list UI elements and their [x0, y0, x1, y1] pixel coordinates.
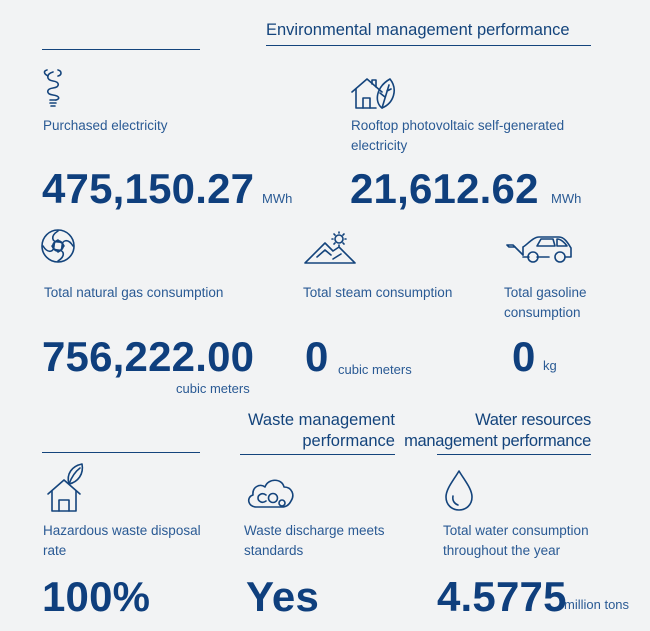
water-header-line1: Water resources [475, 411, 591, 429]
natural-gas-unit: cubic meters [176, 381, 250, 396]
natural-gas-label: Total natural gas consumption [44, 285, 224, 300]
environmental-header: Environmental management performance [266, 21, 570, 39]
house-plant-icon [44, 462, 88, 514]
waste-header: Waste management performance [220, 410, 395, 452]
divider-environmental [266, 45, 591, 46]
waste-discharge-label: Waste discharge meets standards [244, 523, 385, 558]
water-header: Water resources management performance [390, 410, 591, 452]
purchased-electricity-value: 475,150.27 [42, 165, 255, 212]
purchased-electricity-unit: MWh [262, 191, 293, 206]
rooftop-pv-value: 21,612.62 [350, 165, 539, 212]
gasoline-label: Total gasoline consumption [504, 285, 587, 320]
water-consumption-label: Total water consumption throughout the y… [443, 523, 589, 558]
natural-gas-value: 756,222.00 [42, 333, 255, 380]
divider-mid-left [42, 452, 200, 453]
waste-discharge-value: Yes [246, 573, 320, 620]
hazardous-waste-value: 100% [42, 573, 151, 620]
water-header-line2: management performance [404, 432, 591, 450]
divider-top-left [42, 49, 200, 50]
steam-value: 0 [305, 333, 329, 380]
co2-cloud-icon [244, 475, 296, 511]
water-drop-icon [443, 469, 475, 513]
lightbulb-icon [38, 68, 68, 110]
steam-label: Total steam consumption [303, 285, 453, 300]
gasoline-value: 0 [512, 333, 536, 380]
waste-header-line2: performance [302, 432, 395, 450]
gas-flame-icon [40, 228, 76, 264]
water-consumption-unit: million tons [564, 597, 630, 612]
rooftop-pv-label: Rooftop photovoltaic self-generated elec… [351, 118, 565, 153]
gasoline-unit: kg [543, 358, 557, 373]
rooftop-pv-unit: MWh [551, 191, 582, 206]
divider-water [437, 454, 591, 455]
house-leaf-icon [350, 75, 400, 113]
divider-waste [240, 454, 395, 455]
water-consumption-value: 4.5775 [437, 573, 567, 620]
steam-unit: cubic meters [338, 362, 412, 377]
purchased-electricity-label: Purchased electricity [43, 118, 168, 133]
steam-mountain-icon [303, 230, 359, 266]
car-icon [505, 233, 575, 265]
waste-header-line1: Waste management [247, 411, 395, 429]
hazardous-waste-label: Hazardous waste disposal rate [43, 523, 201, 558]
